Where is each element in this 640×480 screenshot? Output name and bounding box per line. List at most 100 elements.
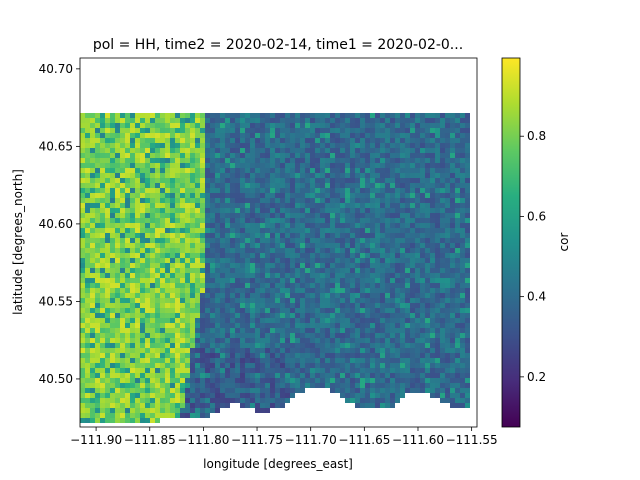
heatmap-cell xyxy=(295,158,300,163)
heatmap-cell xyxy=(180,398,185,403)
heatmap-cell xyxy=(120,363,125,368)
heatmap-cell xyxy=(205,223,210,228)
heatmap-cell xyxy=(135,358,140,363)
heatmap-cell xyxy=(220,398,225,403)
heatmap-cell xyxy=(325,338,330,343)
heatmap-cell xyxy=(440,378,445,383)
heatmap-cell xyxy=(225,403,230,408)
heatmap-cell xyxy=(460,338,465,343)
heatmap-cell xyxy=(175,128,180,133)
heatmap-cell xyxy=(105,198,110,203)
heatmap-cell xyxy=(215,328,220,333)
heatmap-cell xyxy=(215,208,220,213)
heatmap-cell xyxy=(355,183,360,188)
heatmap-cell xyxy=(95,388,100,393)
heatmap-cell xyxy=(185,188,190,193)
heatmap-cell xyxy=(340,153,345,158)
heatmap-cell xyxy=(145,243,150,248)
heatmap-cell xyxy=(285,238,290,243)
heatmap-cell xyxy=(320,313,325,318)
heatmap-cell xyxy=(375,168,380,173)
heatmap-cell xyxy=(405,368,410,373)
heatmap-cell xyxy=(415,208,420,213)
heatmap-cell xyxy=(325,293,330,298)
heatmap-cell xyxy=(320,188,325,193)
heatmap-cell xyxy=(420,228,425,233)
heatmap-cell xyxy=(460,158,465,163)
heatmap-cell xyxy=(310,223,315,228)
heatmap-cell xyxy=(460,293,465,298)
heatmap-cell xyxy=(120,343,125,348)
heatmap-cell xyxy=(370,403,375,408)
heatmap-cell xyxy=(385,128,390,133)
heatmap-cell xyxy=(295,188,300,193)
heatmap-cell xyxy=(360,328,365,333)
heatmap-cell xyxy=(235,398,240,403)
heatmap-cell xyxy=(280,138,285,143)
heatmap-cell xyxy=(430,233,435,238)
heatmap-cell xyxy=(430,268,435,273)
heatmap-cell xyxy=(110,233,115,238)
heatmap-cell xyxy=(250,353,255,358)
heatmap-cell xyxy=(350,118,355,123)
heatmap-cell xyxy=(225,353,230,358)
heatmap-cell xyxy=(420,168,425,173)
heatmap-cell xyxy=(415,173,420,178)
heatmap-cell xyxy=(340,218,345,223)
x-tick-label: −111.65 xyxy=(338,433,390,447)
heatmap-cell xyxy=(330,318,335,323)
heatmap-cell xyxy=(150,298,155,303)
heatmap-cell xyxy=(335,233,340,238)
heatmap-cell xyxy=(200,128,205,133)
heatmap-cell xyxy=(190,253,195,258)
heatmap-cell xyxy=(415,228,420,233)
heatmap-cell xyxy=(150,308,155,313)
heatmap-cell xyxy=(315,168,320,173)
heatmap-cell xyxy=(140,413,145,418)
heatmap-cell xyxy=(100,318,105,323)
heatmap-cell xyxy=(160,163,165,168)
heatmap-cell xyxy=(410,288,415,293)
heatmap-cell xyxy=(385,228,390,233)
heatmap-cell xyxy=(195,128,200,133)
heatmap-cell xyxy=(195,168,200,173)
heatmap-cell xyxy=(155,263,160,268)
heatmap-cell xyxy=(295,213,300,218)
heatmap-cell xyxy=(220,308,225,313)
heatmap-cell xyxy=(345,338,350,343)
heatmap-cell xyxy=(290,133,295,138)
heatmap-cell xyxy=(115,353,120,358)
heatmap-cell xyxy=(340,203,345,208)
heatmap-cell xyxy=(275,283,280,288)
heatmap-cell xyxy=(235,308,240,313)
heatmap-cell xyxy=(135,403,140,408)
heatmap-cell xyxy=(150,208,155,213)
heatmap-cell xyxy=(390,243,395,248)
heatmap-cell xyxy=(370,183,375,188)
heatmap-cell xyxy=(220,328,225,333)
heatmap-cell xyxy=(410,308,415,313)
heatmap-cell xyxy=(200,248,205,253)
heatmap-cell xyxy=(165,133,170,138)
heatmap-cell xyxy=(230,173,235,178)
heatmap-cell xyxy=(250,233,255,238)
heatmap-cell xyxy=(195,178,200,183)
heatmap-cell xyxy=(90,248,95,253)
heatmap-cell xyxy=(320,378,325,383)
heatmap-cell xyxy=(300,223,305,228)
heatmap-cell xyxy=(315,248,320,253)
heatmap-cell xyxy=(155,358,160,363)
heatmap-cell xyxy=(380,318,385,323)
heatmap-cell xyxy=(110,338,115,343)
heatmap-cell xyxy=(415,293,420,298)
heatmap-cell xyxy=(250,313,255,318)
heatmap-cell xyxy=(235,153,240,158)
heatmap-cell xyxy=(210,318,215,323)
heatmap-cell xyxy=(360,353,365,358)
heatmap-cell xyxy=(130,253,135,258)
heatmap-cell xyxy=(80,388,85,393)
heatmap-cell xyxy=(135,288,140,293)
heatmap-cell xyxy=(415,188,420,193)
heatmap-cell xyxy=(205,188,210,193)
